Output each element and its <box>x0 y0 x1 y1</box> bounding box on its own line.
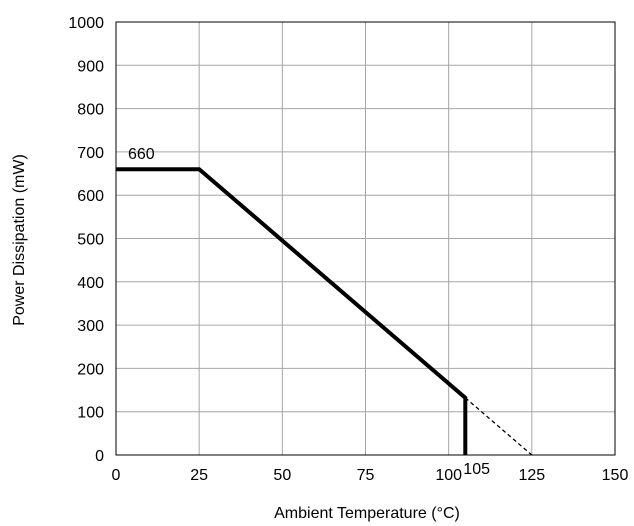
y-tick-label: 300 <box>77 318 104 335</box>
derating-curve-line <box>116 167 468 455</box>
x-tick-label: 100 <box>435 467 462 484</box>
y-tick-label: 900 <box>77 58 104 75</box>
y-tick-label: 600 <box>77 188 104 205</box>
x-tick-label: 150 <box>602 467 629 484</box>
derating-extension-line <box>464 397 533 456</box>
y-tick-label: 800 <box>77 102 104 119</box>
series-layer <box>116 167 533 456</box>
y-tick-label: 400 <box>77 275 104 292</box>
y-tick-label: 1000 <box>68 15 104 32</box>
x-tick-label: 125 <box>518 467 545 484</box>
x-axis-label: Ambient Temperature (°C) <box>274 505 460 522</box>
y-tick-label: 200 <box>77 361 104 378</box>
y-tick-label: 100 <box>77 405 104 422</box>
x-tick-label: 75 <box>357 467 375 484</box>
x-tick-labels: 0 25 50 75 100 125 150 <box>112 467 629 484</box>
annotation-label: 660 <box>128 146 155 163</box>
plot-frame <box>115 21 616 456</box>
y-tick-label: 0 <box>95 448 104 465</box>
annotation-label: 105 <box>463 461 490 478</box>
y-axis-label: Power Dissipation (mW) <box>11 154 28 326</box>
y-tick-label: 500 <box>77 232 104 249</box>
y-tick-labels: 0 100 200 300 400 500 600 700 800 900 1000 <box>68 15 104 465</box>
annotation-layer: 660 105 <box>128 146 490 478</box>
y-tick-label: 700 <box>77 145 104 162</box>
x-tick-label: 50 <box>273 467 291 484</box>
x-tick-label: 25 <box>190 467 208 484</box>
x-tick-label: 0 <box>112 467 121 484</box>
